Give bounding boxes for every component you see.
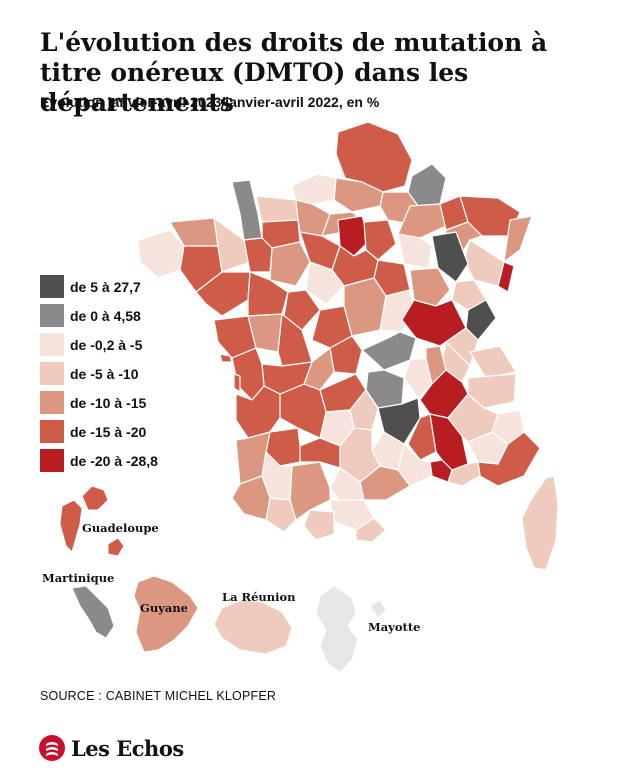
legend-label: de -10 à -15 xyxy=(70,394,147,411)
legend-item: de -0,2 à -5 xyxy=(40,330,158,359)
dept-vaucluse[interactable] xyxy=(429,459,453,483)
dept-haute-marne[interactable] xyxy=(431,231,469,283)
reunion-shape[interactable] xyxy=(213,599,293,655)
dept-manche[interactable] xyxy=(231,179,263,241)
dept-loir-et-cher[interactable] xyxy=(305,261,345,305)
dept-seine-maritime[interactable] xyxy=(291,173,337,205)
legend-item: de -5 à -10 xyxy=(40,359,158,388)
dept-seine-et-marne[interactable] xyxy=(363,219,397,261)
legend: de 5 à 27,7 de 0 à 4,58 de -0,2 à -5 de … xyxy=(40,272,158,475)
dept-gironde[interactable] xyxy=(235,385,281,439)
dept-finistere[interactable] xyxy=(137,229,185,279)
dept-paris-region[interactable] xyxy=(337,215,371,257)
legend-label: de 0 à 4,58 xyxy=(70,307,141,324)
dept-ille-et-vilaine[interactable] xyxy=(213,217,251,273)
legend-swatch xyxy=(40,391,64,414)
legend-label: de -0,2 à -5 xyxy=(70,336,143,353)
dept-bas-rhin[interactable] xyxy=(503,215,533,263)
dept-pyrenees-atlantiques[interactable] xyxy=(231,475,271,521)
dept-indre-et-loire[interactable] xyxy=(283,289,321,331)
legend-swatch xyxy=(40,449,64,472)
dept-dordogne[interactable] xyxy=(279,383,327,439)
legend-label: de -5 à -10 xyxy=(70,365,139,382)
dept-pyrenees-orientales[interactable] xyxy=(355,517,387,543)
dept-cher[interactable] xyxy=(343,277,387,337)
les-echos-logo-icon xyxy=(39,735,65,761)
label-martinique: Martinique xyxy=(42,571,115,585)
brand-name: Les Echos xyxy=(71,735,184,761)
dept-hautes-pyrenees[interactable] xyxy=(265,497,297,533)
dept-var[interactable] xyxy=(477,431,541,487)
legend-swatch xyxy=(40,304,64,327)
dept-nord[interactable] xyxy=(335,121,413,193)
dept-ariege[interactable] xyxy=(303,509,335,541)
dept-marne[interactable] xyxy=(397,203,447,239)
label-guadeloupe: Guadeloupe xyxy=(82,521,159,535)
legend-item: de 0 à 4,58 xyxy=(40,301,158,330)
legend-swatch xyxy=(40,362,64,385)
legend-swatch xyxy=(40,275,64,298)
label-mayotte: Mayotte xyxy=(368,620,421,634)
guadeloupe-shape[interactable] xyxy=(59,485,125,557)
dept-doubs[interactable] xyxy=(465,299,497,341)
legend-swatch xyxy=(40,333,64,356)
ile-de-re xyxy=(219,353,233,363)
dept-loire[interactable] xyxy=(403,357,433,399)
mayotte-shape[interactable] xyxy=(315,585,387,673)
dept-aube[interactable] xyxy=(397,233,433,269)
legend-label: de -15 à -20 xyxy=(70,423,147,440)
brand[interactable]: Les Echos xyxy=(38,734,184,762)
dept-vosges[interactable] xyxy=(463,239,505,287)
dept-mayenne[interactable] xyxy=(243,237,273,273)
dept-haute-savoie[interactable] xyxy=(469,345,517,379)
legend-swatch xyxy=(40,420,64,443)
legend-item: de -20 à -28,8 xyxy=(40,446,158,475)
ile-oleron xyxy=(233,373,241,393)
source-note: SOURCE : CABINET MICHEL KLOPFER xyxy=(40,689,277,703)
label-reunion: La Réunion xyxy=(222,590,296,604)
martinique-shape[interactable] xyxy=(71,585,115,639)
dept-calvados[interactable] xyxy=(255,195,299,223)
dept-allier[interactable] xyxy=(361,331,417,371)
map-subtitle: Evolution janvier-avril 2023/janvier-avr… xyxy=(40,94,380,110)
legend-item: de -15 à -20 xyxy=(40,417,158,446)
legend-label: de 5 à 27,7 xyxy=(70,278,141,295)
dept-cote-d-or[interactable] xyxy=(409,267,451,307)
map-title: L'évolution des droits de mutation à tit… xyxy=(40,28,548,117)
dept-sarthe[interactable] xyxy=(269,241,311,287)
label-guyane: Guyane xyxy=(140,601,188,615)
legend-item: de -10 à -15 xyxy=(40,388,158,417)
dept-ardeche[interactable] xyxy=(407,413,437,461)
guyane-shape[interactable] xyxy=(133,575,199,653)
legend-label: de -20 à -28,8 xyxy=(70,452,158,469)
corsica[interactable] xyxy=(521,475,559,571)
legend-item: de 5 à 27,7 xyxy=(40,272,158,301)
